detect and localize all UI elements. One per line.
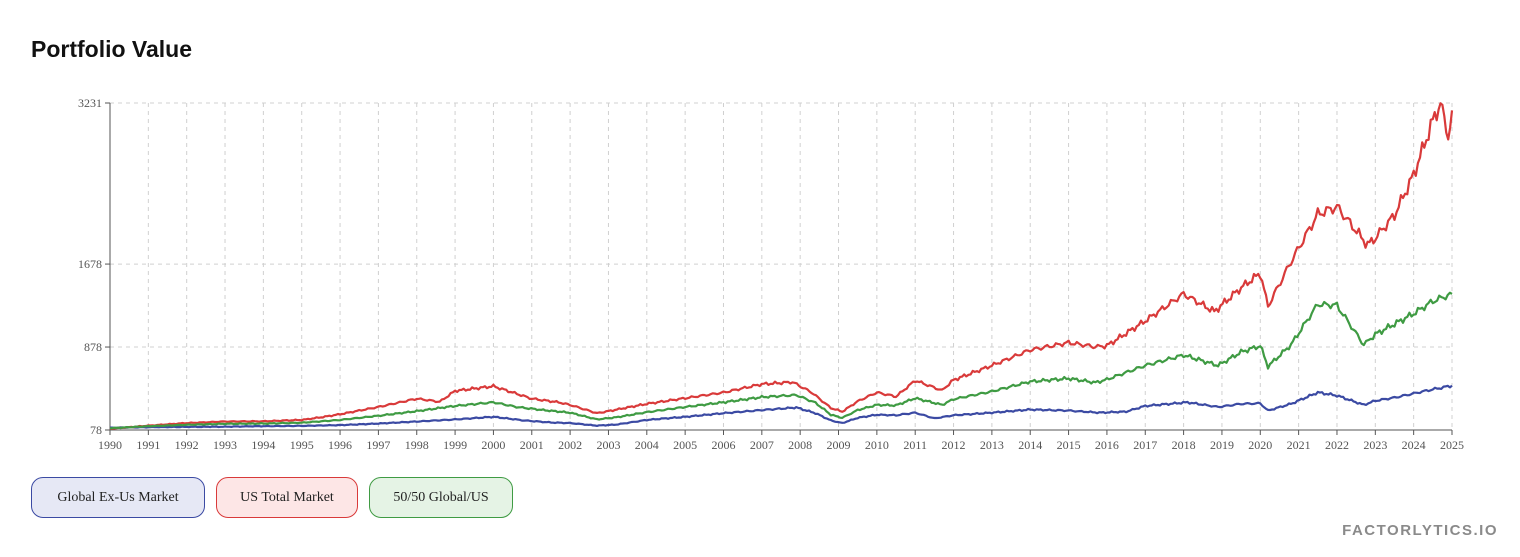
legend-global-ex-us[interactable]: Global Ex-Us Market [31, 477, 205, 518]
x-tick-label: 1997 [366, 438, 390, 452]
x-tick-label: 2013 [980, 438, 1004, 452]
x-tick-label: 2019 [1210, 438, 1234, 452]
x-tick-label: 2015 [1057, 438, 1081, 452]
x-tick-label: 2003 [596, 438, 620, 452]
x-tick-label: 1991 [136, 438, 160, 452]
x-tick-label: 2010 [865, 438, 889, 452]
x-tick-label: 1994 [251, 438, 275, 452]
x-tick-label: 2011 [903, 438, 927, 452]
x-tick-label: 2022 [1325, 438, 1349, 452]
y-tick-label: 3231 [78, 96, 102, 110]
x-tick-label: 1990 [98, 438, 122, 452]
x-tick-label: 2020 [1248, 438, 1272, 452]
x-tick-label: 1992 [175, 438, 199, 452]
x-tick-label: 2016 [1095, 438, 1119, 452]
x-tick-label: 1999 [443, 438, 467, 452]
x-tick-label: 2002 [558, 438, 582, 452]
portfolio-value-chart: 1990 1991 1992 1993 1994 1995 1996 1997 1998 1999… [78, 96, 1464, 452]
tick-labels: 1990 1991 1992 1993 1994 1995 1996 1997 1998 1999… [78, 96, 1464, 452]
chart-title: Portfolio Value [31, 36, 193, 62]
x-tick-label: 1996 [328, 438, 352, 452]
x-tick-label: 2025 [1440, 438, 1464, 452]
x-tick-label: 2023 [1363, 438, 1387, 452]
series-line-50-50-global-us [110, 291, 1453, 430]
x-tick-label: 2021 [1287, 438, 1311, 452]
x-tick-label: 1995 [290, 438, 314, 452]
y-tick-label: 878 [84, 340, 102, 354]
grid-lines [109, 102, 1453, 431]
x-tick-label: 2017 [1133, 438, 1157, 452]
x-tick-label: 2009 [827, 438, 851, 452]
x-tick-label: 2024 [1402, 438, 1426, 452]
x-tick-label: 2008 [788, 438, 812, 452]
y-tick-label: 78 [90, 423, 102, 437]
legend-us-total-market[interactable]: US Total Market [216, 477, 358, 518]
x-tick-label: 2018 [1172, 438, 1196, 452]
x-tick-label: 2000 [481, 438, 505, 452]
brand-watermark: FACTORLYTICS.IO [1342, 522, 1498, 539]
x-tick-label: 2005 [673, 438, 697, 452]
series-lines [109, 102, 1454, 430]
x-tick-label: 1998 [405, 438, 429, 452]
series-line-global-ex-us-market [110, 384, 1453, 429]
x-tick-label: 2012 [942, 438, 966, 452]
y-tick-label: 1678 [78, 257, 102, 271]
series-line-us-total-market [109, 102, 1454, 430]
x-tick-label: 2006 [711, 438, 735, 452]
x-tick-label: 2007 [750, 438, 774, 452]
legend-50-50-global-us[interactable]: 50/50 Global/US [369, 477, 513, 518]
legend: Global Ex-Us Market US Total Market 50/5… [31, 477, 513, 518]
x-tick-label: 2001 [520, 438, 544, 452]
axes [105, 102, 1453, 435]
x-tick-label: 1993 [213, 438, 237, 452]
x-tick-label: 2014 [1018, 438, 1042, 452]
x-tick-label: 2004 [635, 438, 659, 452]
